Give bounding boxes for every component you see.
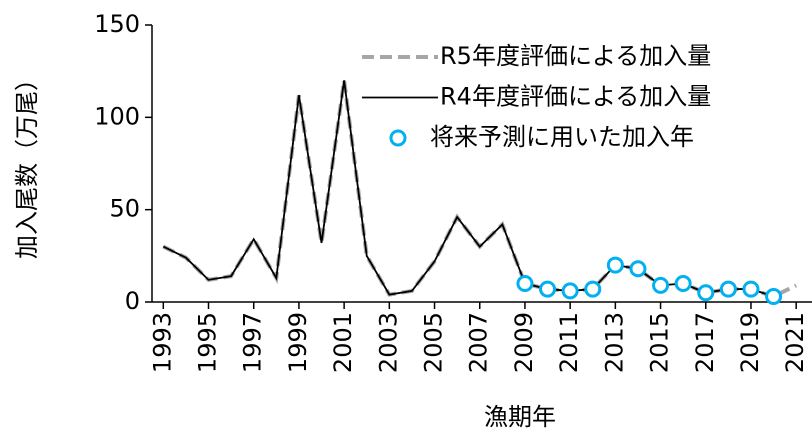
x-tick-label: 2013 [600, 312, 628, 373]
x-tick-label: 2015 [646, 312, 674, 373]
y-tick-label: 150 [94, 10, 140, 38]
point [516, 275, 534, 293]
point [719, 280, 737, 298]
y-tick-label: 50 [109, 195, 140, 223]
x-tick-label: 1999 [284, 312, 312, 373]
x-tick-label: 2009 [510, 312, 538, 373]
series-line [162, 80, 774, 298]
point [539, 280, 557, 298]
x-tick-label: 1995 [194, 312, 222, 373]
x-tick-label: 2005 [420, 312, 448, 373]
x-tick-label: 2021 [781, 312, 809, 373]
x-tick-label: 1997 [239, 312, 267, 373]
x-tick-label: 2011 [555, 312, 583, 373]
x-tick-label: 1993 [148, 312, 176, 373]
y-axis-label: 加入尾数（万尾） [13, 67, 41, 259]
point [629, 260, 647, 278]
point [674, 275, 692, 293]
point [606, 256, 624, 274]
legend-label: R4年度評価による加入量 [440, 83, 711, 111]
point [561, 282, 579, 300]
y-tick-label: 0 [125, 287, 140, 315]
series-line [162, 80, 798, 299]
point [742, 280, 760, 298]
legend-swatch [389, 129, 407, 147]
x-axis-label: 漁期年 [484, 403, 556, 431]
x-tick-label: 2019 [736, 312, 764, 373]
point [765, 287, 783, 305]
x-tick-label: 2007 [465, 312, 493, 373]
point [584, 280, 602, 298]
x-tick-label: 2003 [374, 312, 402, 373]
y-tick-label: 100 [94, 102, 140, 130]
point [652, 276, 670, 294]
legend-label: R5年度評価による加入量 [440, 42, 711, 70]
x-tick-label: 2001 [329, 312, 357, 373]
x-tick-label: 2017 [691, 312, 719, 373]
legend-label: 将来予測に用いた加入年 [430, 123, 694, 151]
point [697, 284, 715, 302]
